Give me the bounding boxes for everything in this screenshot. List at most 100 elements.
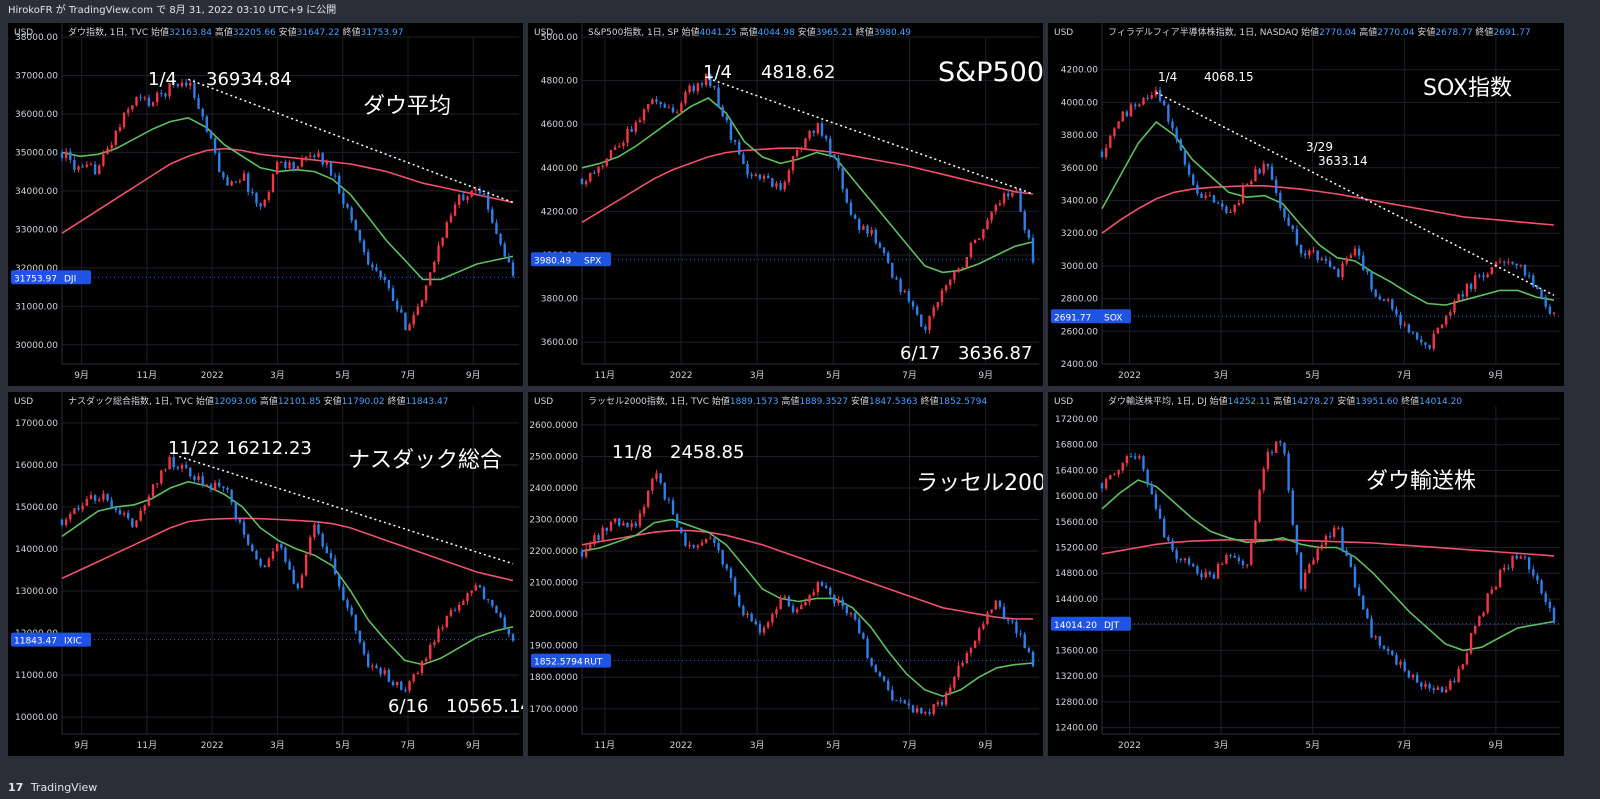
- chart-panel-transport[interactable]: 17200.00 16800.00 16400.00 16000.00 15600.00…: [1048, 392, 1564, 756]
- candle-body: [1436, 328, 1440, 334]
- candle-body: [1349, 555, 1353, 567]
- x-tick-label: 11月: [595, 740, 615, 751]
- candle-body: [213, 138, 217, 153]
- chart-panel-sox[interactable]: 4200.00 4000.00 3800.00 3600.00 3400.00 3200.…: [1048, 23, 1564, 386]
- candle-body: [1507, 567, 1510, 569]
- candle-body: [400, 309, 403, 313]
- candle-body: [1366, 270, 1369, 272]
- annotation-value: 16212.23: [226, 438, 312, 459]
- chart-panel-russell[interactable]: 2600.0000 2500.0000 2400.0000 2300.0000 2200…: [528, 392, 1043, 756]
- candle-body: [1378, 636, 1382, 646]
- candle-body: [965, 256, 968, 268]
- candle-body: [667, 107, 671, 109]
- candle-body: [379, 270, 382, 278]
- candle-body: [300, 575, 304, 589]
- candle-body: [750, 174, 753, 177]
- candle-body: [292, 162, 295, 169]
- x-tick-label: 5月: [1305, 740, 1320, 751]
- candle-body: [957, 665, 960, 678]
- candle-body: [453, 610, 457, 612]
- candle-body: [994, 600, 997, 610]
- candle-body: [973, 239, 977, 243]
- candle-body: [1171, 540, 1174, 551]
- candle-body: [1031, 237, 1035, 263]
- candle-body: [77, 508, 80, 510]
- footer-brand[interactable]: TradingView: [30, 781, 98, 794]
- candle-body: [1279, 441, 1282, 444]
- candle-body: [309, 155, 312, 157]
- candle-body: [663, 482, 666, 500]
- candle-body: [808, 130, 811, 139]
- candle-body: [474, 189, 477, 191]
- candle-body: [1312, 560, 1315, 565]
- candle-body: [375, 665, 378, 669]
- candle-body: [1444, 689, 1448, 693]
- candle-body: [1548, 306, 1552, 314]
- chart-panel-nasdaq[interactable]: 17000.00 16000.00 15000.00 14000.00 13000.00…: [8, 392, 523, 756]
- candle-body: [383, 670, 386, 675]
- x-tick-label: 2022: [201, 741, 224, 751]
- candle-body: [474, 585, 477, 591]
- candle-body: [449, 215, 453, 223]
- candle-body: [1478, 275, 1481, 277]
- legend-part: 始値: [1301, 26, 1319, 38]
- candle-body: [445, 222, 448, 238]
- candle-body: [1494, 262, 1498, 268]
- candle-body: [829, 138, 832, 155]
- legend-part: フィラデルフィア半導体株指数, 1日, NASDAQ: [1108, 26, 1301, 38]
- candle-body: [424, 658, 428, 662]
- candle-body: [746, 163, 749, 175]
- candle-body: [379, 668, 382, 675]
- trendline[interactable]: [179, 455, 514, 565]
- candle-body: [1308, 564, 1311, 573]
- candle-body: [1183, 150, 1187, 165]
- candle-body: [1411, 674, 1415, 678]
- candle-body: [433, 642, 436, 645]
- y-tick-label: 3800.00: [1061, 131, 1098, 141]
- legend-part: 終値: [342, 26, 360, 38]
- candle-body: [139, 510, 142, 521]
- chart-panel-sp500[interactable]: 5000.004800.004600.004400.004200.004000.…: [528, 23, 1043, 386]
- candle-body: [795, 609, 799, 613]
- candle-body: [131, 518, 134, 527]
- x-tick-label: 9月: [1489, 370, 1504, 381]
- candle-body: [915, 306, 919, 315]
- candle-body: [271, 174, 275, 193]
- trendline[interactable]: [1155, 91, 1555, 296]
- candle-body: [1138, 104, 1141, 107]
- candle-body: [172, 83, 175, 85]
- candle-body: [342, 192, 345, 205]
- candle-body: [944, 285, 948, 291]
- candle-body: [655, 473, 658, 479]
- candle-body: [98, 499, 101, 501]
- candle-body: [1362, 595, 1365, 610]
- candle-body: [1353, 248, 1357, 256]
- trendline[interactable]: [188, 78, 514, 204]
- candle-body: [267, 558, 271, 568]
- candle-body: [949, 279, 952, 286]
- candle-body: [106, 148, 109, 154]
- candle-body: [1100, 151, 1104, 157]
- candle-body: [601, 165, 604, 167]
- candle-body: [766, 175, 770, 179]
- x-tick-label: 3月: [270, 740, 285, 751]
- chart-title-annotation: S&P500: [938, 57, 1043, 88]
- candle-body: [1436, 687, 1440, 690]
- chart-title-annotation: ダウ平均: [363, 94, 451, 119]
- candle-body: [642, 506, 646, 514]
- candle-body: [1374, 636, 1377, 638]
- candle-body: [1250, 540, 1253, 565]
- candle-body: [449, 610, 453, 616]
- legend-part: 終値: [921, 395, 939, 407]
- candle-body: [1109, 136, 1112, 148]
- candle-body: [638, 120, 642, 123]
- ma-long-line: [1101, 185, 1555, 234]
- candle-body: [882, 247, 886, 253]
- candle-body: [1027, 648, 1031, 652]
- annotation-value: 10565.14: [446, 696, 523, 717]
- candle-body: [1266, 163, 1270, 167]
- chart-panel-dow[interactable]: 38000.00 37000.00 36000.00 35000.00 34000.00…: [8, 23, 523, 386]
- candle-body: [1262, 468, 1265, 491]
- candle-body: [634, 122, 637, 132]
- grid: [1102, 406, 1560, 734]
